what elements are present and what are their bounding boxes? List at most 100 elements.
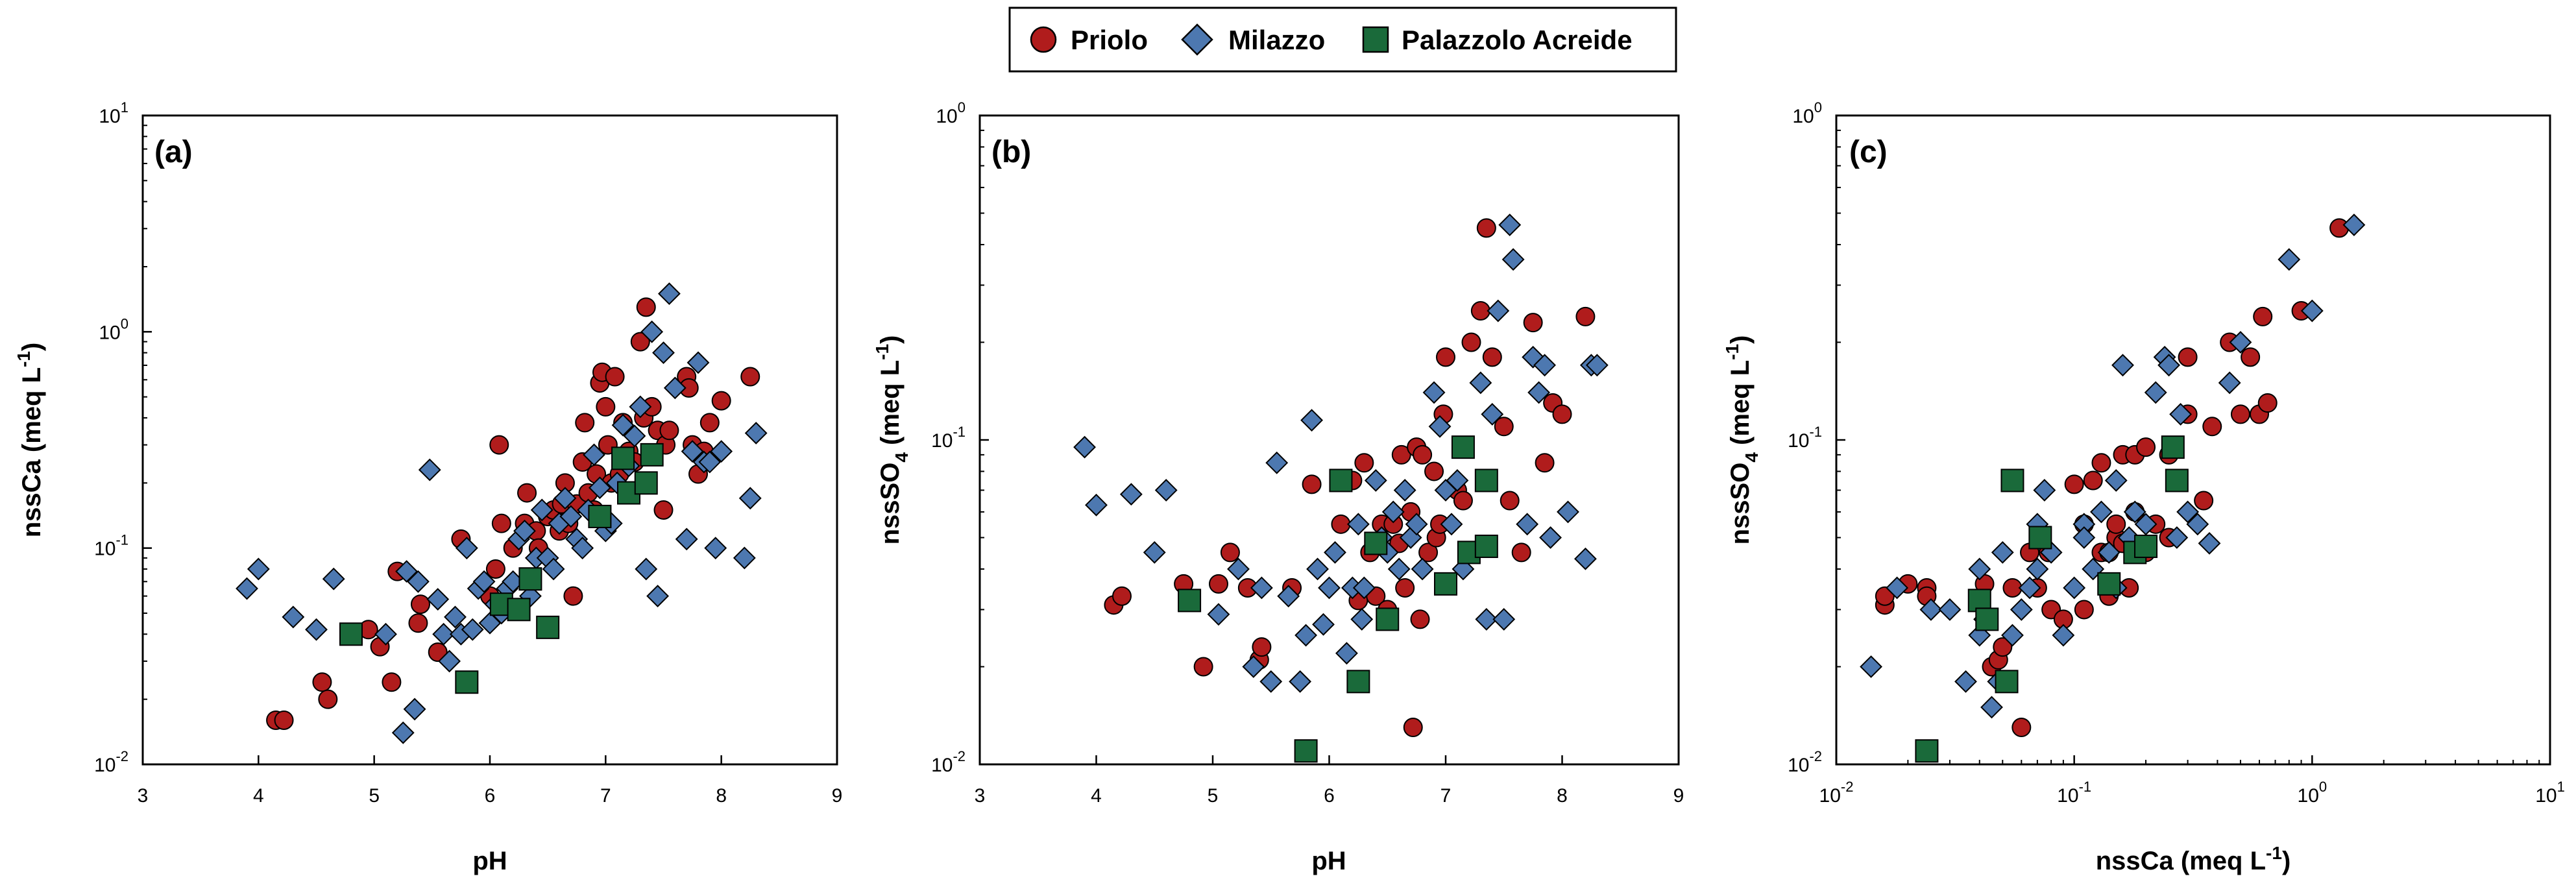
point-milazzo (513, 519, 536, 542)
point-milazzo (1422, 381, 1446, 404)
point-milazzo (1954, 670, 1977, 693)
point-milazzo (2169, 402, 2193, 426)
point-milazzo (1991, 541, 2014, 564)
point-milazzo (1498, 213, 1522, 237)
point-priolo (1575, 306, 1596, 326)
point-priolo (1410, 609, 1430, 629)
point-priolo (605, 367, 625, 387)
point-milazzo (426, 588, 450, 611)
point-milazzo (652, 341, 675, 365)
point-milazzo (1585, 354, 1609, 377)
point-palazzolo-acreide (1915, 739, 1939, 763)
point-priolo (428, 642, 448, 662)
legend-frame (1008, 6, 1677, 73)
point-milazzo (2176, 500, 2200, 524)
legend-marker-milazzo (1181, 23, 1213, 56)
panel-b-xlabel: pH (1311, 847, 1346, 875)
point-milazzo (2300, 299, 2324, 322)
point-palazzolo-acreide (1178, 589, 1202, 613)
point-milazzo (1574, 547, 1597, 570)
point-palazzolo-acreide (588, 504, 612, 528)
point-priolo (1424, 461, 1444, 481)
point-milazzo (432, 622, 456, 646)
point-milazzo (1119, 483, 1143, 506)
point-priolo (596, 396, 616, 417)
point-milazzo (635, 557, 658, 581)
point-priolo (1500, 491, 1520, 511)
point-milazzo (236, 577, 258, 600)
point-milazzo (704, 537, 727, 560)
point-milazzo (2026, 557, 2049, 581)
point-milazzo (2097, 541, 2120, 564)
point-palazzolo-acreide (1329, 468, 1353, 492)
point-priolo (563, 586, 583, 606)
point-priolo (1413, 444, 1433, 465)
point-milazzo (2111, 354, 2134, 377)
point-priolo (1511, 542, 1531, 563)
point-priolo (2194, 491, 2214, 511)
x-tick-label: 5 (1208, 785, 1219, 807)
point-priolo (1535, 453, 1555, 473)
point-milazzo (530, 498, 553, 522)
point-milazzo (1381, 500, 1405, 524)
point-priolo (630, 332, 650, 352)
point-priolo (274, 710, 294, 730)
panel-a: (a) pH nssCa (meq L-1) 3 4 5 6 7 8 9 10-2 10-1 10… (14, 99, 842, 875)
point-priolo (2257, 393, 2278, 413)
point-milazzo (1440, 513, 1463, 536)
point-milazzo (1428, 415, 1452, 438)
point-milazzo (1919, 598, 1943, 621)
point-milazzo (444, 605, 467, 629)
point-palazzolo-acreide (507, 598, 531, 622)
point-milazzo (1492, 608, 1516, 631)
point-milazzo (461, 618, 484, 641)
point-priolo (312, 672, 332, 692)
point-priolo (411, 594, 430, 614)
point-milazzo (1294, 624, 1318, 647)
point-priolo (1461, 332, 1481, 352)
point-priolo (1875, 586, 1895, 606)
x-tick-label: 6 (1324, 785, 1335, 807)
point-milazzo (663, 376, 687, 400)
point-milazzo (472, 570, 496, 593)
point-milazzo (455, 537, 478, 560)
point-palazzolo-acreide (2161, 435, 2185, 459)
point-priolo (1476, 218, 1496, 238)
point-priolo (740, 367, 760, 387)
x-tick-label: 10-2 (1819, 779, 1854, 807)
point-milazzo (2186, 513, 2209, 536)
point-palazzolo-acreide (2134, 534, 2158, 558)
point-palazzolo-acreide (518, 567, 542, 591)
point-milazzo (1277, 585, 1300, 608)
point-milazzo (1527, 381, 1551, 404)
point-priolo (659, 420, 679, 441)
point-priolo (2091, 453, 2111, 473)
point-milazzo (1393, 479, 1416, 502)
point-milazzo (589, 476, 611, 500)
point-milazzo (583, 443, 605, 467)
panel-c-xlabel: nssCa (meq L-1) (2096, 843, 2291, 875)
point-priolo (491, 513, 511, 533)
y-tick-label: 10-1 (1788, 424, 1822, 452)
x-tick-label: 3 (138, 785, 149, 807)
point-priolo (2202, 417, 2222, 437)
point-palazzolo-acreide (1434, 572, 1457, 596)
point-priolo (1354, 453, 1374, 473)
point-milazzo (1207, 603, 1230, 626)
point-milazzo (738, 487, 762, 510)
x-tick-label: 100 (2298, 779, 2327, 807)
point-milazzo (1143, 541, 1166, 564)
panel-a-ylabel: nssCa (meq L-1) (14, 343, 46, 538)
panel-b-label: (b) (991, 135, 1031, 169)
point-palazzolo-acreide (2097, 572, 2121, 596)
point-priolo (1252, 637, 1272, 657)
point-priolo (382, 672, 402, 692)
point-milazzo (322, 567, 345, 590)
point-milazzo (1860, 655, 1882, 678)
point-milazzo (407, 570, 430, 593)
panel-a-xlabel: pH (472, 847, 507, 875)
y-tick-label: 10-2 (94, 748, 128, 776)
x-tick-label: 6 (485, 785, 496, 807)
point-palazzolo-acreide (1294, 739, 1318, 763)
x-tick-label: 3 (975, 785, 986, 807)
